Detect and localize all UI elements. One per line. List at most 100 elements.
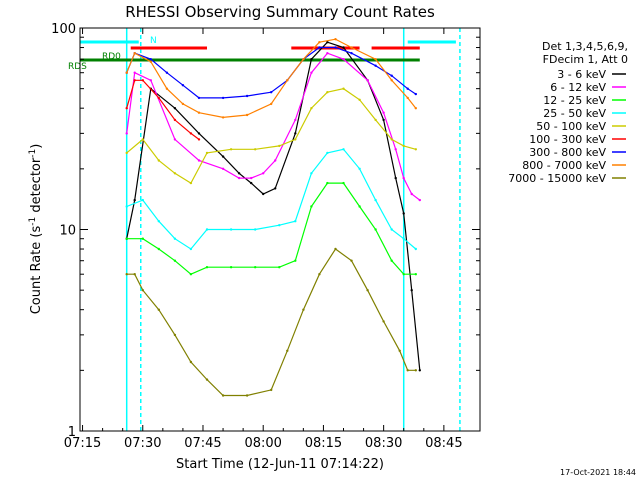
series-7-point — [245, 94, 249, 98]
series-4-point — [157, 220, 160, 223]
series-7-point — [390, 74, 393, 77]
flag-label-rds: RDS — [68, 62, 87, 72]
series-8-point — [149, 60, 152, 63]
series-1-point — [418, 369, 421, 372]
series-3-point — [342, 181, 345, 185]
series-4-point — [402, 237, 405, 240]
series-5-point — [358, 98, 361, 102]
render-timestamp: 17-Oct-2021 18:44 — [560, 468, 636, 477]
legend-entry-label: 50 - 100 keV — [536, 120, 606, 133]
series-7-point — [318, 46, 321, 49]
series-2-point — [274, 159, 277, 162]
series-9-point — [398, 349, 401, 352]
series-5-point — [326, 91, 329, 94]
x-tick-label: 07:45 — [184, 436, 221, 451]
legend-header-2: FDecim 1, Att 0 — [543, 53, 628, 66]
series-9-point — [406, 369, 409, 372]
series-2-point — [310, 71, 313, 74]
series-3-point — [229, 266, 233, 269]
series-4-point — [254, 228, 257, 231]
series-3-point — [310, 205, 313, 208]
series-1-point — [342, 46, 345, 49]
series-line-2 — [126, 52, 421, 201]
chart-title: RHESSI Observing Summary Count Rates — [125, 3, 435, 21]
series-5-point — [390, 138, 393, 141]
legend-header-1: Det 1,3,4,5,6,9, — [542, 40, 628, 53]
series-4-point — [342, 148, 345, 151]
legend-entry-label: 300 - 800 keV — [529, 146, 606, 159]
flag-label-n: N — [150, 36, 157, 46]
series-3-point — [189, 273, 193, 276]
series-4-point — [390, 228, 393, 231]
series-4-point — [310, 172, 313, 175]
series-6-point — [197, 138, 201, 141]
x-tick-label: 07:30 — [124, 436, 161, 451]
series-9-point — [334, 247, 337, 251]
series-2-point — [366, 79, 369, 82]
series-3-point — [294, 259, 297, 262]
series-1-point — [326, 41, 329, 44]
series-5-point — [229, 148, 233, 151]
legend-entry-label: 6 - 12 keV — [550, 81, 606, 94]
series-1-point — [394, 176, 397, 180]
series-1-point — [382, 118, 385, 122]
series-3-point — [141, 237, 144, 240]
series-9-point — [270, 388, 273, 392]
series-2-point — [197, 159, 201, 162]
series-2-point — [326, 52, 329, 55]
legend-entry-label: 800 - 7000 keV — [522, 159, 606, 172]
series-5-point — [173, 172, 177, 175]
legend-entry-label: 12 - 25 keV — [543, 94, 606, 107]
series-8-point — [270, 102, 273, 106]
series-2-point — [394, 148, 397, 151]
series-6-point — [189, 132, 193, 135]
series-line-9 — [126, 248, 416, 397]
series-5-point — [254, 148, 257, 151]
series-4-point — [358, 167, 361, 170]
x-tick-label: 08:45 — [425, 436, 462, 451]
series-9-point — [302, 308, 305, 311]
series-5-point — [294, 138, 297, 141]
legend-entry-label: 25 - 50 keV — [543, 107, 606, 120]
series-9-point — [125, 273, 128, 276]
series-8-point — [302, 58, 305, 61]
series-7-point — [406, 87, 409, 90]
series-9-point — [133, 273, 136, 276]
series-1-point — [262, 192, 265, 196]
flag-label-rd0: RD0 — [102, 52, 121, 62]
series-6-point — [173, 118, 177, 122]
series-9-point — [189, 360, 193, 364]
series-5-point — [125, 151, 128, 155]
series-9-point — [173, 333, 177, 337]
series-1-point — [250, 181, 253, 185]
series-8-point — [133, 52, 136, 55]
series-5-point — [310, 107, 313, 110]
legend-entry-label: 7000 - 15000 keV — [508, 172, 606, 185]
series-3-point — [205, 266, 209, 269]
series-2-point — [173, 138, 177, 141]
y-tick-label: 100 — [51, 22, 76, 37]
series-line-5 — [126, 88, 416, 184]
series-8-point — [350, 46, 353, 49]
series-4-point — [414, 247, 417, 251]
x-tick-label: 08:15 — [305, 436, 342, 451]
series-8-point — [125, 71, 128, 74]
series-line-7 — [126, 46, 417, 99]
series-line-8 — [126, 38, 417, 119]
series-4-point — [294, 220, 297, 223]
series-3-point — [374, 228, 377, 231]
series-5-point — [189, 181, 193, 185]
series-9-point — [205, 378, 209, 381]
series-9-point — [414, 369, 417, 372]
series-7-point — [181, 84, 185, 87]
series-1-point — [294, 132, 297, 135]
series-1-point — [133, 198, 136, 202]
series-5-point — [402, 144, 405, 148]
series-8-point — [374, 58, 377, 61]
series-7-point — [374, 64, 377, 67]
legend-entry-label: 100 - 300 keV — [529, 133, 606, 146]
series-7-point — [197, 96, 201, 100]
series-2-point — [294, 118, 297, 122]
series-9-point — [141, 289, 144, 292]
series-2-point — [237, 176, 241, 180]
